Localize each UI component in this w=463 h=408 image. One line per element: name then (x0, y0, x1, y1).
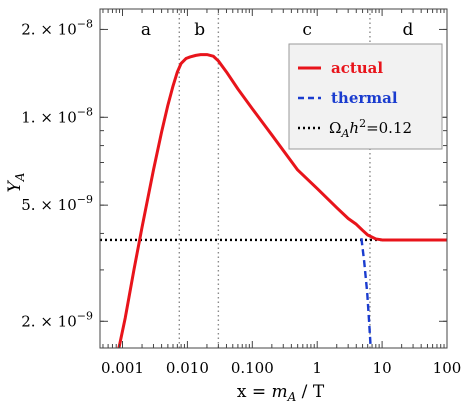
y-tick-label: 2. × 10−9 (21, 309, 93, 330)
plot-frame (99, 8, 448, 349)
y-tick-label: 5. × 10−9 (21, 193, 93, 214)
legend: actual thermal ΩAh2=0.12 (288, 43, 443, 150)
region-labels: a b c d (141, 20, 414, 40)
legend-label-1: thermal (331, 89, 398, 107)
x-tick-label: 0.001 (101, 359, 144, 377)
y-tick-label: 1. × 10−8 (21, 105, 93, 126)
x-tick-label: 100 (433, 359, 462, 377)
data-layer (100, 9, 447, 348)
region-label-d: d (402, 20, 413, 40)
x-tick-label: 0.010 (166, 359, 209, 377)
series-line-thermal (360, 238, 372, 348)
x-axis-title: x = mA / T (237, 382, 325, 404)
legend-box (288, 43, 443, 150)
y-tick-label: 2. × 10−8 (21, 17, 93, 38)
x-tick-label: 1 (312, 359, 322, 377)
y-axis-title: YA (5, 172, 27, 192)
series-line-actual (117, 53, 447, 348)
legend-label-0: actual (331, 59, 383, 77)
tick-layer: 0.001 0.010 0.100 1 10 100 2. × 10−9 5. × 10−9 1… (21, 9, 461, 377)
region-label-b: b (194, 20, 205, 40)
region-label-a: a (141, 20, 151, 40)
x-tick-label: 10 (373, 359, 392, 377)
legend-label-2: ΩAh2=0.12 (329, 117, 412, 140)
x-tick-label: 0.100 (231, 359, 274, 377)
region-label-c: c (302, 20, 312, 40)
